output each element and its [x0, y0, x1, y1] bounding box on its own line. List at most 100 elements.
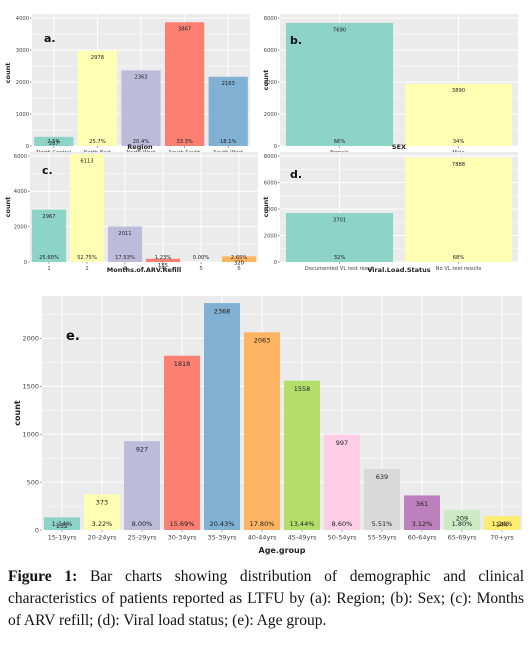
x-tick-label: 60-64yrs: [408, 534, 437, 542]
data-label-count: 287: [49, 141, 59, 147]
data-label-percent: 3.22%: [92, 520, 113, 528]
chart-panel-3: 0 2000 4000 6000 2967 25.60% 1 6113 52.75% 2 2011 1…: [4, 152, 258, 274]
data-label-count: 3890: [452, 88, 465, 94]
y-tick-label: 1000: [22, 430, 39, 438]
bar: [69, 154, 105, 262]
data-label-count: 1818: [174, 360, 191, 368]
y-tick-label: 4000: [14, 189, 27, 195]
data-label-percent: 17.80%: [250, 520, 275, 528]
bar: [34, 136, 74, 146]
y-tick-label: 0: [274, 260, 277, 266]
bar: [164, 22, 205, 147]
data-label-count: 997: [336, 439, 348, 447]
data-label-count: 7888: [452, 162, 465, 168]
y-tick-label: 0: [24, 260, 27, 266]
data-label-percent: 8.00%: [132, 520, 153, 528]
x-tick-label: 3: [123, 266, 126, 272]
x-tick-label: Documented VL test result: [305, 266, 374, 272]
chart-panel-4: 0 2000 4000 6000 8000 3701 32% Documented VL te…: [262, 152, 518, 274]
bar: [324, 434, 360, 530]
data-label-count: 1558: [294, 385, 311, 393]
data-label-percent: 20.4%: [133, 139, 150, 145]
data-label-count: 144: [496, 521, 508, 529]
data-label-percent: 1.80%: [452, 520, 473, 528]
x-tick-label: 2: [85, 266, 88, 272]
plot-background: [42, 296, 522, 530]
data-label-count: 2363: [134, 75, 147, 81]
data-label-percent: 52.75%: [77, 255, 97, 261]
x-tick-label: 65-69yrs: [448, 534, 477, 542]
data-label-percent: 0.00%: [193, 255, 210, 261]
y-axis-title: count: [262, 197, 270, 218]
y-tick-label: 8000: [264, 16, 277, 22]
panel-label: a.: [44, 32, 56, 45]
x-axis-title: Age.group: [259, 546, 306, 555]
caption-label: Figure 1:: [8, 568, 78, 585]
x-axis-title: SEX: [392, 143, 406, 151]
data-label-percent: 25.60%: [39, 255, 59, 261]
x-tick-label: 1: [47, 266, 50, 272]
y-tick-label: 3000: [16, 48, 29, 54]
data-label-percent: 5.51%: [372, 520, 393, 528]
chart-panel-2: 02000400060008000769066%Female389034%Mal…: [262, 14, 518, 156]
bar: [404, 157, 513, 262]
data-label-percent: 20.43%: [210, 520, 235, 528]
data-label-count: 2063: [254, 337, 271, 345]
data-label-percent: 68%: [453, 255, 465, 261]
bar: [77, 50, 118, 147]
data-label-count: 2163: [222, 81, 235, 87]
y-tick-label: 0: [26, 144, 29, 150]
bar: [404, 83, 513, 146]
data-label-percent: 25.7%: [89, 139, 106, 145]
data-label-count: 3867: [178, 27, 191, 33]
y-tick-label: 2000: [14, 224, 27, 230]
x-tick-label: 15-19yrs: [48, 534, 77, 542]
y-tick-label: 6000: [14, 154, 27, 160]
data-label-count: 132: [56, 522, 68, 530]
y-tick-label: 2000: [264, 233, 277, 239]
bar: [285, 212, 394, 262]
panel-label: c.: [42, 164, 53, 177]
panel-label: d.: [290, 168, 302, 181]
y-axis-title: count: [4, 197, 12, 218]
x-tick-label: 55-59yrs: [368, 534, 397, 542]
x-axis-title: Months.of.ARV.Refill: [107, 266, 181, 274]
data-label-percent: 3.12%: [412, 520, 433, 528]
bar: [284, 380, 320, 530]
x-tick-label: 30-34yrs: [168, 534, 197, 542]
data-label-count: 2967: [42, 214, 55, 220]
data-label-percent: 13.44%: [290, 520, 315, 528]
y-tick-label: 6000: [264, 48, 277, 54]
x-tick-label: 25-29yrs: [128, 534, 157, 542]
x-tick-label: 20-24yrs: [88, 534, 117, 542]
data-label-percent: 2.5%: [47, 139, 60, 145]
figure-caption: Figure 1: Bar charts showing distributio…: [8, 566, 524, 632]
y-tick-label: 6000: [264, 180, 277, 186]
y-tick-label: 8000: [264, 154, 277, 160]
y-tick-label: 2000: [264, 112, 277, 118]
data-label-count: 2368: [214, 307, 231, 315]
x-tick-label: 45-49yrs: [288, 534, 317, 542]
x-tick-label: 4: [161, 266, 165, 272]
bar: [404, 495, 440, 530]
panel-label: b.: [290, 34, 302, 47]
x-tick-label: 70+yrs: [490, 534, 514, 542]
x-axis-title: Region: [127, 143, 153, 151]
data-label-count: 6113: [80, 158, 93, 164]
bar: [285, 22, 394, 146]
data-label-count: 185: [158, 263, 168, 269]
y-tick-label: 0: [35, 526, 39, 534]
bar: [364, 468, 400, 530]
bar: [244, 332, 280, 530]
plot-background: [30, 152, 258, 262]
bar: [84, 494, 120, 530]
data-label-percent: 1.14%: [52, 520, 73, 528]
data-label-count: 927: [136, 446, 148, 454]
caption-text: Bar charts showing distribution of demog…: [8, 568, 525, 629]
data-label-percent: 1.24%: [492, 520, 513, 528]
bar: [208, 76, 248, 146]
bar: [121, 70, 161, 146]
data-label-percent: 1.23%: [155, 255, 172, 261]
y-tick-label: 1000: [16, 112, 29, 118]
